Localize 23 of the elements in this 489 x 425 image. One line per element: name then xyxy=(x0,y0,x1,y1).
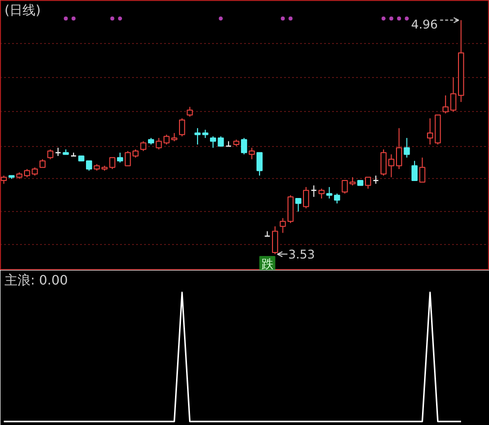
candlestick xyxy=(256,152,263,176)
candlestick xyxy=(116,152,124,163)
candlestick xyxy=(47,148,54,160)
candlestick xyxy=(302,186,310,209)
candlestick xyxy=(419,157,426,183)
candlestick xyxy=(411,160,418,181)
candlestick xyxy=(404,137,410,158)
candlestick xyxy=(280,218,286,234)
candlestick xyxy=(248,147,255,160)
candlestick xyxy=(364,176,372,190)
data-label: 跌 xyxy=(261,256,274,271)
candlestick xyxy=(140,140,146,152)
candlestick xyxy=(178,118,186,137)
candlestick xyxy=(186,106,193,118)
candlestick xyxy=(318,188,325,199)
candlestick xyxy=(272,226,278,255)
candlestick xyxy=(310,184,317,198)
chart-title: (日线) xyxy=(4,4,41,18)
annotation: 4.96 xyxy=(411,18,438,32)
candlestick xyxy=(240,137,248,155)
chart-title: 主浪: 0.00 xyxy=(4,272,68,288)
annotation: 3.53 xyxy=(288,248,315,262)
candlestick xyxy=(295,198,302,212)
